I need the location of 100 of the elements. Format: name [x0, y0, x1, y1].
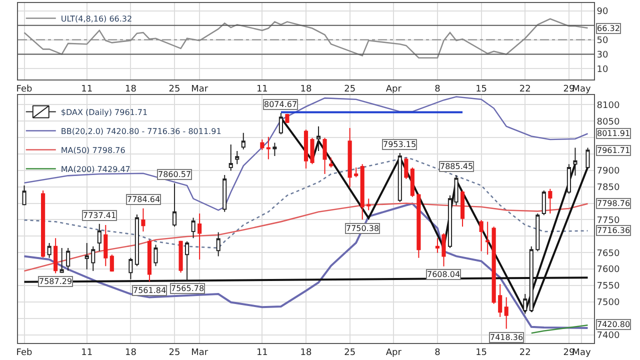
candlestick	[47, 242, 52, 258]
annotation: 7561.84	[133, 286, 166, 295]
candlestick	[442, 232, 446, 267]
annotation: 7716.36	[597, 226, 630, 235]
legend-label: ULT(4,8,16) 66.32	[60, 14, 132, 24]
x-tick-label: 11	[256, 348, 268, 358]
annotation: 7784.64	[127, 195, 160, 204]
candlestick	[536, 212, 540, 252]
x-tick-label: 8	[434, 348, 441, 358]
legend-label: $DAX (Daily) 7961.71	[60, 108, 148, 117]
annotation: 7565.78	[171, 284, 204, 293]
x-tick-label: 11	[81, 348, 93, 358]
y-tick-label: 8050	[596, 117, 620, 128]
candlestick	[97, 223, 102, 252]
x-tick-label: 22	[519, 84, 531, 94]
candlestick	[435, 238, 440, 254]
candlestick	[172, 182, 177, 228]
candlestick	[60, 247, 64, 274]
x-tick-label: 8	[434, 84, 441, 94]
x-tick-label: Feb	[16, 348, 33, 358]
y-tick-label: 7500	[596, 298, 620, 308]
x-tick-label: 18	[124, 348, 137, 358]
candlestick	[134, 214, 139, 267]
candlestick	[84, 242, 89, 270]
x-tick-label: 11	[81, 84, 93, 94]
x-tick-label: 15	[476, 84, 488, 94]
y-tick-label: 7650	[596, 248, 620, 259]
annotation: 8011.91	[597, 129, 630, 138]
candlestick	[542, 190, 546, 216]
candlestick	[486, 221, 490, 256]
candlestick	[523, 294, 528, 314]
candlestick	[154, 244, 158, 267]
annotation: 7418.36	[490, 333, 524, 342]
candlestick	[404, 157, 408, 180]
annotation: 7961.71	[597, 146, 630, 155]
annotation: 8074.67	[264, 100, 298, 109]
y-tick-label: 10	[596, 64, 609, 75]
y-tick-label: 7900	[596, 166, 620, 177]
x-tick-label: 25	[344, 348, 356, 358]
y-tick-label: 90	[596, 7, 609, 18]
annotation: 66.32	[597, 24, 620, 33]
x-tick-label: 11	[256, 84, 268, 94]
y-tick-label: 8100	[596, 100, 620, 111]
candlestick	[460, 190, 465, 228]
annotation: 7953.15	[383, 140, 416, 149]
x-tick-label: 22	[519, 348, 531, 358]
x-tick-label: 18	[300, 348, 312, 358]
legend-label: MA(50) 7798.76	[60, 146, 126, 155]
annotation: 7587.29	[39, 277, 72, 286]
candlestick	[566, 164, 571, 194]
candlestick	[104, 224, 108, 267]
candlestick	[498, 284, 502, 318]
x-tick-label: 18	[124, 84, 137, 94]
candlestick	[529, 246, 534, 313]
candlestick	[178, 240, 183, 274]
annotation: 7420.80	[597, 320, 630, 329]
x-tick-label: 18	[300, 84, 312, 94]
candlestick	[110, 254, 114, 272]
y-tick-label: 7400	[596, 330, 620, 341]
x-tick-label: 15	[476, 348, 488, 358]
y-tick-label: 7600	[596, 265, 620, 276]
candlestick	[479, 220, 484, 252]
x-tick-label: Mar	[191, 348, 208, 358]
candlestick	[416, 193, 421, 258]
candlestick	[448, 194, 452, 248]
candlestick	[492, 226, 496, 304]
y-tick-label: 7750	[596, 216, 620, 226]
candlestick	[141, 208, 146, 232]
y-tick-label: 7550	[596, 282, 620, 292]
annotation: 7737.41	[83, 211, 116, 220]
candlestick	[191, 217, 196, 239]
y-tick-label: 30	[596, 50, 609, 60]
x-tick-label: Apr	[386, 348, 402, 358]
x-tick-label: Mar	[191, 84, 208, 94]
candlestick	[54, 238, 58, 274]
candlestick	[573, 147, 578, 176]
candlestick	[548, 188, 552, 214]
annotation: 7860.57	[158, 170, 192, 179]
candlestick	[128, 257, 133, 280]
candlestick	[586, 147, 590, 170]
x-tick-label: 25	[344, 84, 356, 94]
annotation: 7798.76	[597, 199, 630, 208]
x-tick-label: Feb	[16, 84, 33, 94]
annotation: 7885.45	[440, 162, 474, 171]
annotation: 7608.04	[427, 270, 460, 279]
annotation: 7750.38	[346, 224, 380, 233]
candlestick	[22, 185, 26, 206]
candlestick	[504, 296, 508, 330]
x-tick-label: Apr	[386, 84, 402, 94]
candlestick	[66, 247, 70, 272]
legend-label: MA(200) 7429.47	[60, 164, 130, 174]
x-tick-label: 25	[168, 348, 180, 358]
legend-label: BB(20,2.0) 7420.80 - 7716.36 - 8011.91	[60, 126, 222, 136]
candlestick	[147, 239, 152, 282]
candlestick	[41, 190, 46, 258]
candlestick	[91, 246, 96, 272]
x-tick-label: 25	[168, 84, 180, 94]
y-tick-label: 50	[596, 36, 609, 46]
candlestick	[454, 174, 458, 206]
y-tick-label: 7850	[596, 183, 620, 193]
